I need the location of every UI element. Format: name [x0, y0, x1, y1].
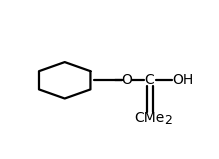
Text: OH: OH — [173, 73, 194, 87]
Text: 2: 2 — [164, 114, 172, 127]
Text: CMe: CMe — [134, 111, 165, 125]
Text: O: O — [121, 73, 132, 87]
Text: C: C — [145, 73, 154, 87]
